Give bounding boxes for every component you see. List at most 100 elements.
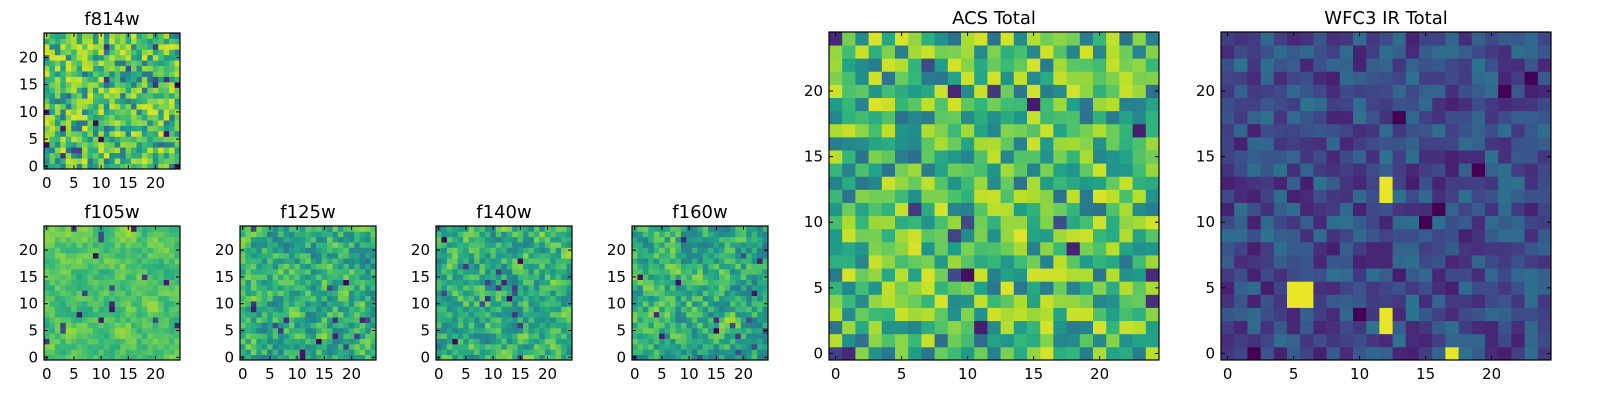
heatmap-cell — [713, 268, 720, 275]
heatmap-cell — [746, 231, 753, 238]
heatmap-cell — [855, 32, 869, 46]
heatmap-cell — [1419, 97, 1433, 112]
heatmap-cell — [327, 258, 333, 264]
heatmap-cell — [316, 333, 322, 339]
heatmap-cell — [921, 32, 935, 46]
heatmap-cell — [65, 327, 72, 334]
heatmap-cell — [49, 33, 56, 39]
heatmap-cell — [555, 268, 562, 275]
heatmap-cell — [555, 236, 562, 243]
heatmap-cell — [691, 279, 698, 286]
heatmap-cell — [934, 163, 949, 177]
heatmap-cell — [670, 231, 676, 238]
heatmap-cell — [54, 311, 61, 318]
heatmap-cell — [267, 317, 274, 323]
heatmap-cell — [566, 306, 573, 313]
heatmap-cell — [365, 290, 371, 297]
heatmap-cell — [762, 322, 769, 329]
heatmap-cell — [533, 242, 540, 248]
heatmap-cell — [174, 49, 181, 56]
x-tick-label: 5 — [69, 174, 79, 192]
heatmap-cell — [120, 136, 126, 143]
heatmap-cell — [670, 268, 676, 275]
heatmap-cell — [125, 103, 132, 110]
heatmap-cell — [60, 92, 67, 99]
heatmap-cell — [729, 322, 736, 329]
heatmap-cell — [256, 354, 263, 361]
heatmap-cell — [686, 306, 693, 313]
heatmap-cell — [1247, 333, 1261, 348]
heatmap-cell — [675, 333, 682, 339]
heatmap-cell — [974, 71, 988, 85]
heatmap-cell — [648, 322, 655, 329]
heatmap-cell — [82, 317, 88, 323]
heatmap-cell — [708, 343, 714, 350]
heatmap-cell — [642, 311, 649, 318]
heatmap-cell — [1106, 202, 1120, 217]
heatmap-cell — [114, 322, 121, 329]
heatmap-cell — [484, 343, 491, 350]
heatmap-cell — [120, 311, 126, 318]
heatmap-cell — [561, 306, 567, 313]
heatmap-cell — [114, 306, 121, 313]
heatmap-cell — [724, 327, 731, 334]
heatmap-cell — [1053, 136, 1067, 151]
heatmap-cell — [71, 109, 78, 115]
heatmap-cell — [1419, 320, 1433, 335]
heatmap-cell — [1000, 84, 1015, 98]
heatmap-cell — [299, 274, 306, 280]
heatmap-cell — [174, 114, 181, 121]
heatmap-cell — [708, 349, 714, 356]
heatmap-cell — [544, 317, 551, 323]
heatmap-cell — [987, 32, 1001, 46]
heatmap-cell — [1027, 176, 1041, 190]
heatmap-cell — [1313, 320, 1327, 335]
heatmap-cell — [76, 327, 83, 334]
heatmap-cell — [506, 236, 513, 243]
heatmap-cell — [895, 176, 909, 190]
heatmap-cell — [163, 274, 170, 280]
heatmap-cell — [1247, 202, 1261, 217]
heatmap-cell — [1013, 307, 1028, 322]
heatmap-cell — [158, 158, 165, 164]
heatmap-cell — [1234, 241, 1248, 256]
heatmap-cell — [544, 349, 551, 356]
heatmap-cell — [474, 306, 480, 313]
heatmap-cell — [642, 317, 649, 323]
heatmap-cell — [691, 322, 698, 329]
heatmap-cell — [691, 247, 698, 254]
heatmap-cell — [713, 317, 720, 323]
heatmap-cell — [719, 290, 725, 297]
heatmap-cell — [1221, 45, 1235, 59]
heatmap-cell — [528, 343, 535, 350]
heatmap-cell — [533, 343, 540, 350]
heatmap-cell — [283, 274, 290, 280]
heatmap-cell — [506, 247, 513, 254]
heatmap-cell — [1145, 110, 1160, 125]
heatmap-cell — [54, 279, 61, 286]
heatmap-cell — [1221, 189, 1235, 203]
heatmap-cell — [961, 189, 975, 203]
heatmap-cell — [49, 311, 56, 318]
heatmap-cell — [908, 150, 922, 164]
heatmap-cell — [250, 322, 257, 329]
heatmap-cell — [82, 120, 88, 126]
heatmap-cell — [1353, 163, 1367, 177]
heatmap-cell — [278, 226, 284, 232]
heatmap-cell — [1366, 215, 1380, 230]
heatmap-cell — [921, 150, 935, 164]
heatmap-cell — [1221, 202, 1235, 217]
heatmap-cell — [92, 76, 99, 83]
heatmap-cell — [1326, 176, 1341, 190]
heatmap-cell — [294, 231, 301, 238]
heatmap-cell — [1234, 58, 1248, 72]
heatmap-cell — [343, 349, 350, 356]
heatmap-cell — [1458, 163, 1473, 177]
heatmap-cell — [1106, 176, 1120, 190]
heatmap-cell — [354, 349, 361, 356]
heatmap-cell — [686, 317, 693, 323]
heatmap-cell — [702, 295, 709, 302]
heatmap-cell — [1066, 281, 1081, 295]
heatmap-cell — [158, 65, 165, 72]
heatmap-cell — [65, 65, 72, 72]
